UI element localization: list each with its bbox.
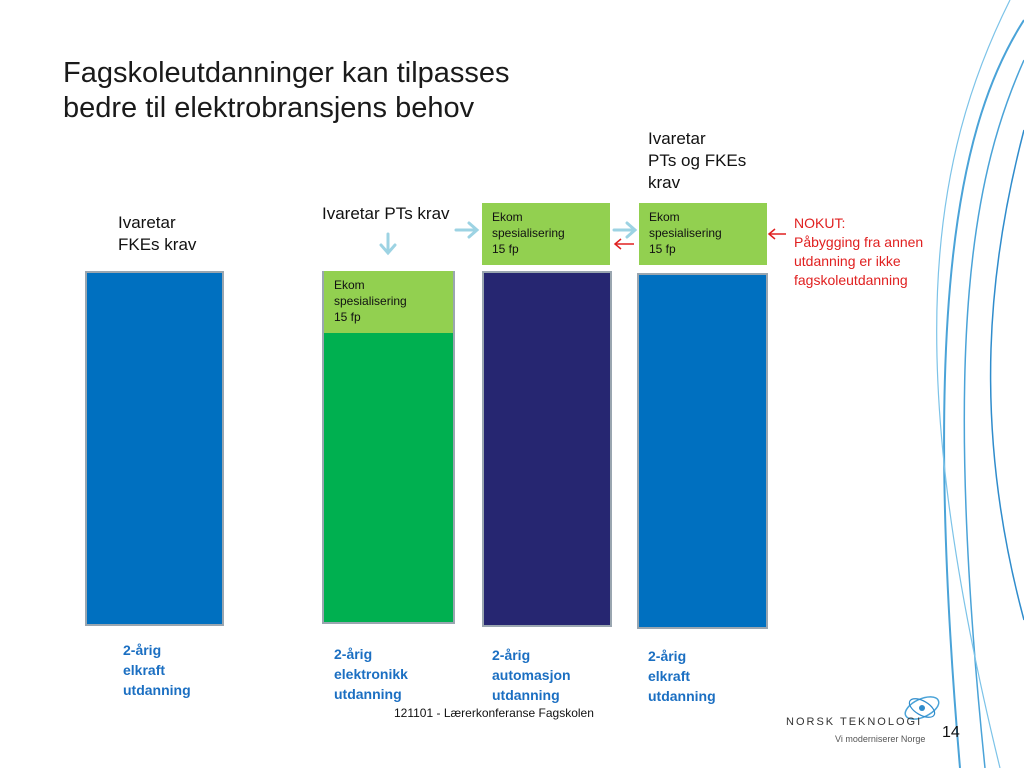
- label-pt-fke-requirement: Ivaretar PTs og FKEs krav: [648, 129, 747, 192]
- slide-title: Fagskoleutdanninger kan tilpasses bedre …: [63, 56, 510, 126]
- footer-text: 121101 - Lærerkonferanse Fagskolen: [394, 706, 594, 720]
- arrow-left-red-1: [613, 238, 634, 250]
- title-line-2: bedre til elektrobransjens behov: [63, 92, 475, 124]
- caption-elkraft-2: 2-årig elkraft utdanning: [648, 648, 716, 704]
- arrow-right-2: [612, 221, 638, 239]
- label-fke-requirement: Ivaretar FKEs krav: [118, 213, 197, 254]
- bar-automasjon: [482, 271, 612, 627]
- logo-tagline: Vi moderniserer Norge: [835, 734, 926, 744]
- page-number: 14: [942, 724, 960, 741]
- caption-elkraft-1: 2-årig elkraft utdanning: [123, 642, 191, 698]
- ekom-box-elektronikk: Ekom spesialisering 15 fp: [324, 271, 453, 333]
- logo-name: NORSK TEKNOLOGI: [786, 716, 923, 728]
- arrow-down-pt: [379, 232, 397, 256]
- ekom-box-automasjon: Ekom spesialisering 15 fp: [482, 203, 610, 265]
- arrow-right-1: [454, 221, 480, 239]
- nokut-note: NOKUT: Påbygging fra annen utdanning er …: [794, 215, 924, 288]
- bar-elkraft-2: [637, 273, 768, 629]
- arrow-left-red-2: [767, 228, 786, 240]
- caption-elektronikk: 2-årig elektronikk utdanning: [334, 646, 408, 702]
- label-pt-requirement: Ivaretar PTs krav: [322, 204, 450, 223]
- title-line-1: Fagskoleutdanninger kan tilpasses: [63, 57, 510, 89]
- ekom-box-elkraft-2: Ekom spesialisering 15 fp: [639, 203, 767, 265]
- bar-elkraft-1: [85, 271, 224, 626]
- caption-automasjon: 2-årig automasjon utdanning: [492, 647, 571, 703]
- norsk-teknologi-logo-icon: [904, 696, 940, 720]
